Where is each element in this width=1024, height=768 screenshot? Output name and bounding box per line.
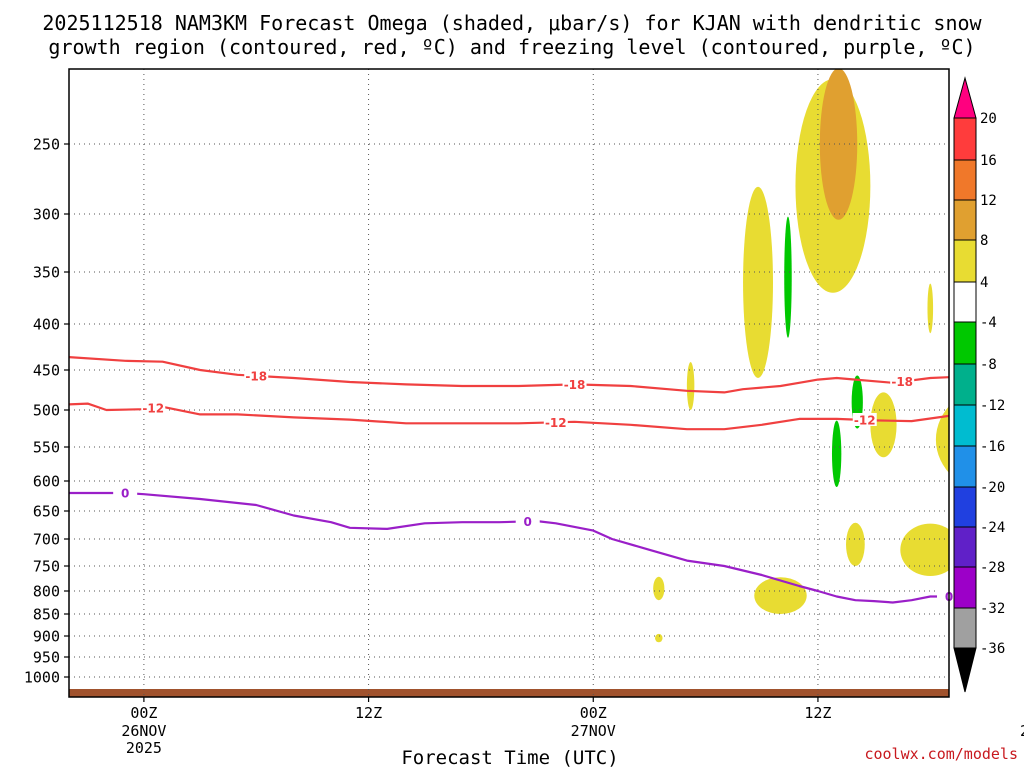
colorbar-swatch bbox=[953, 445, 977, 488]
colorbar-tick-label: -16 bbox=[980, 439, 1005, 455]
y-tick-label: 600 bbox=[33, 473, 60, 491]
colorbar-tick-label: 20 bbox=[980, 111, 997, 127]
colorbar-swatch bbox=[953, 117, 977, 161]
contour-label: -18 bbox=[245, 369, 267, 383]
contour-label: 0 bbox=[524, 515, 532, 529]
contour-label: -18 bbox=[564, 378, 586, 392]
chart-title-line1: 2025112518 NAM3KM Forecast Omega (shaded… bbox=[42, 11, 982, 35]
x-axis-ticks: 00Z26NOV202512Z00Z27NOV12Z00Z28NOV bbox=[121, 697, 1024, 757]
colorbar-tick-label: 4 bbox=[980, 275, 988, 291]
omega-region-2 bbox=[655, 633, 663, 643]
y-tick-label: 300 bbox=[33, 206, 60, 224]
x-axis-label: Forecast Time (UTC) bbox=[401, 747, 618, 768]
terrain-surface bbox=[69, 689, 949, 697]
contour-label: 0 bbox=[121, 487, 129, 501]
contour-label: -12 bbox=[142, 402, 164, 416]
contour-label-bg bbox=[244, 368, 269, 382]
contour-label-bg bbox=[515, 514, 540, 528]
colorbar-swatch bbox=[953, 239, 977, 283]
x-tick-label: 12Z bbox=[355, 704, 382, 722]
y-tick-label: 900 bbox=[33, 628, 60, 646]
contour-label-bg bbox=[562, 377, 587, 391]
omega-region-12 bbox=[900, 523, 949, 576]
colorbar-tick-label: -32 bbox=[980, 601, 1005, 617]
x-tick-label: 27NOV bbox=[571, 722, 616, 740]
omega-region-15 bbox=[784, 216, 792, 338]
colorbar-swatch bbox=[953, 607, 977, 649]
x-tick-label: 12Z bbox=[804, 704, 831, 722]
colorbar-tick-label: -24 bbox=[980, 520, 1005, 536]
contour-label-bg bbox=[890, 374, 915, 388]
colorbar-tick-label: -28 bbox=[980, 560, 1005, 576]
omega-region-4 bbox=[754, 577, 807, 614]
colorbar-swatch bbox=[953, 159, 977, 201]
omega-region-8 bbox=[870, 392, 897, 458]
contour-label-bg bbox=[852, 412, 877, 426]
y-tick-label: 1000 bbox=[24, 669, 60, 687]
contour-line-1 bbox=[69, 356, 949, 394]
omega-region-9 bbox=[927, 283, 934, 334]
x-tick-label: 00Z bbox=[130, 704, 157, 722]
y-tick-label: 350 bbox=[33, 264, 60, 282]
y-tick-label: 950 bbox=[33, 649, 60, 667]
plot-frame bbox=[68, 68, 950, 698]
colorbar-swatch bbox=[953, 526, 977, 568]
colorbar-tick-label: -12 bbox=[980, 398, 1005, 414]
y-tick-label: 450 bbox=[33, 362, 60, 380]
y-axis-ticks: 250 300 350 400 450 500 550 600 650 700 750 800 850 9… bbox=[24, 136, 69, 687]
y-tick-label: 550 bbox=[33, 439, 60, 457]
omega-region-10 bbox=[935, 406, 949, 473]
y-tick-label: 650 bbox=[33, 503, 60, 521]
contour-line-2 bbox=[69, 402, 949, 431]
colorbar-tick-label: 8 bbox=[980, 233, 988, 249]
colorbar-swatch bbox=[953, 321, 977, 365]
colorbar-tick-label: -36 bbox=[980, 641, 1005, 657]
omega-region-16 bbox=[831, 420, 842, 487]
y-tick-label: 500 bbox=[33, 402, 60, 420]
colorbar-swatch bbox=[953, 281, 977, 323]
chart-title-line2: growth region (contoured, red, ºC) and f… bbox=[48, 35, 975, 59]
colorbar-swatch bbox=[953, 363, 977, 406]
contour-label: -12 bbox=[854, 413, 876, 427]
colorbar-tick-label: -20 bbox=[980, 480, 1005, 496]
y-tick-label: 750 bbox=[33, 558, 60, 576]
contour-label: -18 bbox=[891, 375, 913, 389]
omega-region-13 bbox=[846, 522, 865, 567]
colorbar-swatch bbox=[953, 199, 977, 241]
colorbar: 20 16 12 8 4 -4 -8 -12 -16 -20 -24 -28 -32 -36 bbox=[953, 76, 1005, 693]
colorbar-swatch bbox=[953, 486, 977, 528]
omega-region-1 bbox=[653, 576, 665, 601]
contour-label-bg bbox=[113, 486, 138, 499]
credit-text: coolwx.com/models bbox=[864, 745, 1018, 763]
contour-label-bg bbox=[543, 415, 568, 429]
omega-region-5 bbox=[743, 186, 774, 378]
colorbar-bottom-arrow bbox=[953, 647, 977, 693]
y-tick-label: 850 bbox=[33, 606, 60, 624]
colorbar-swatch bbox=[953, 566, 977, 609]
x-tick-label: 28NOV bbox=[1020, 722, 1024, 740]
gridlines bbox=[69, 69, 949, 697]
x-tick-label: 2025 bbox=[126, 739, 162, 757]
y-tick-label: 700 bbox=[33, 531, 60, 549]
colorbar-tick-label: -4 bbox=[980, 315, 997, 331]
colorbar-tick-label: -8 bbox=[980, 357, 997, 373]
colorbar-tick-label: 16 bbox=[980, 153, 997, 169]
contour-label: -12 bbox=[545, 416, 567, 430]
omega-region-3 bbox=[686, 362, 695, 410]
omega-region-7 bbox=[819, 69, 858, 220]
x-tick-label: 00Z bbox=[580, 704, 607, 722]
y-tick-label: 800 bbox=[33, 583, 60, 601]
y-tick-label: 400 bbox=[33, 316, 60, 334]
y-tick-label: 250 bbox=[33, 136, 60, 154]
x-tick-label: 26NOV bbox=[121, 722, 166, 740]
omega-shading bbox=[653, 69, 949, 643]
colorbar-swatch bbox=[953, 404, 977, 447]
contour-label-bg bbox=[141, 401, 166, 414]
colorbar-tick-label: 12 bbox=[980, 193, 997, 209]
contour-line-3 bbox=[69, 491, 949, 604]
colorbar-top-arrow bbox=[953, 76, 977, 119]
